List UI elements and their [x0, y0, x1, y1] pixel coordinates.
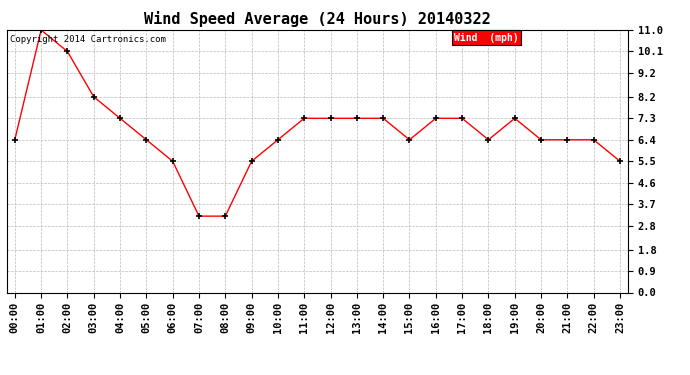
Text: Wind  (mph): Wind (mph) — [454, 33, 519, 43]
Title: Wind Speed Average (24 Hours) 20140322: Wind Speed Average (24 Hours) 20140322 — [144, 12, 491, 27]
Text: Copyright 2014 Cartronics.com: Copyright 2014 Cartronics.com — [10, 35, 166, 44]
